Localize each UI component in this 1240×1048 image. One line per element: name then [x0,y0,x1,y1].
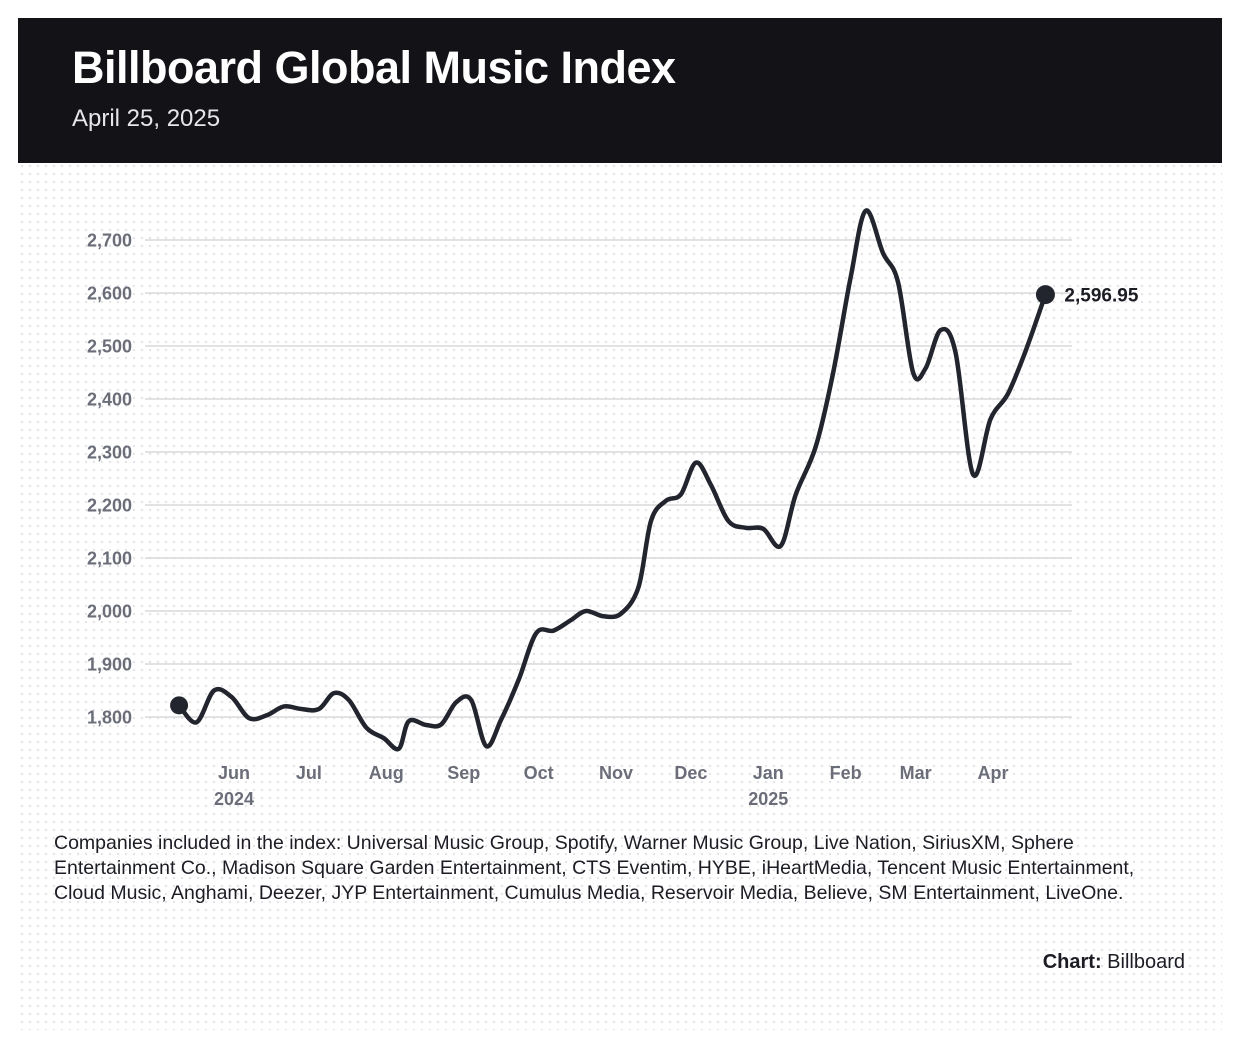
header-bar: Billboard Global Music Index April 25, 2… [18,18,1222,163]
x-tick-label: Apr [978,763,1009,783]
series-line [176,208,1048,752]
start-point-marker [170,696,189,715]
gridlines [145,239,1072,718]
x-tick-label: Oct [524,763,554,783]
chart-card: Billboard Global Music Index April 25, 2… [18,18,1222,1030]
credit-label: Chart: [1042,951,1102,973]
end-value-label: 2,596.95 [1064,286,1138,307]
y-tick-label: 2,500 [87,337,132,357]
markers: 2,596.95 [170,285,1139,715]
y-tick-label: 2,600 [87,284,132,304]
y-tick-label: 2,200 [87,496,132,516]
x-tick-label: Jul [296,763,322,783]
x-tick-label: Jan [753,763,784,783]
end-point-marker [1035,285,1055,305]
x-tick-label: Jun [218,763,250,783]
x-tick-label: Dec [674,763,707,783]
chart-credit: Chart: Billboard [1043,951,1185,974]
y-tick-label: 2,300 [87,443,132,463]
x-tick-label: Feb [830,763,862,783]
chart-date: April 25, 2025 [72,105,221,132]
y-tick-label: 2,400 [87,390,132,410]
line-chart: 1,800 1,900 2,000 2,100 2,200 2,300 2,400 2,500… [87,208,1139,809]
y-tick-label: 2,000 [87,602,132,622]
credit-source: Billboard [1107,951,1185,973]
y-tick-label: 2,100 [87,549,132,569]
y-tick-label: 2,700 [87,231,132,251]
x-tick-label: Nov [599,763,633,783]
y-axis: 1,800 1,900 2,000 2,100 2,200 2,300 2,400 2,500… [87,231,132,728]
x-tick-label: Mar [900,763,932,783]
y-tick-label: 1,800 [87,708,132,728]
x-tick-year: 2024 [214,789,254,809]
y-tick-label: 1,900 [87,655,132,675]
x-tick-year: 2025 [748,789,788,809]
x-axis: Jun 2024 Jul Aug Sep Oct Nov Dec Jan 2025 Feb Mar Ap… [214,763,1009,809]
chart-title: Billboard Global Music Index [72,42,676,93]
x-tick-label: Sep [447,763,480,783]
footnote: Companies included in the index: Univers… [54,832,1135,904]
x-tick-label: Aug [369,763,404,783]
